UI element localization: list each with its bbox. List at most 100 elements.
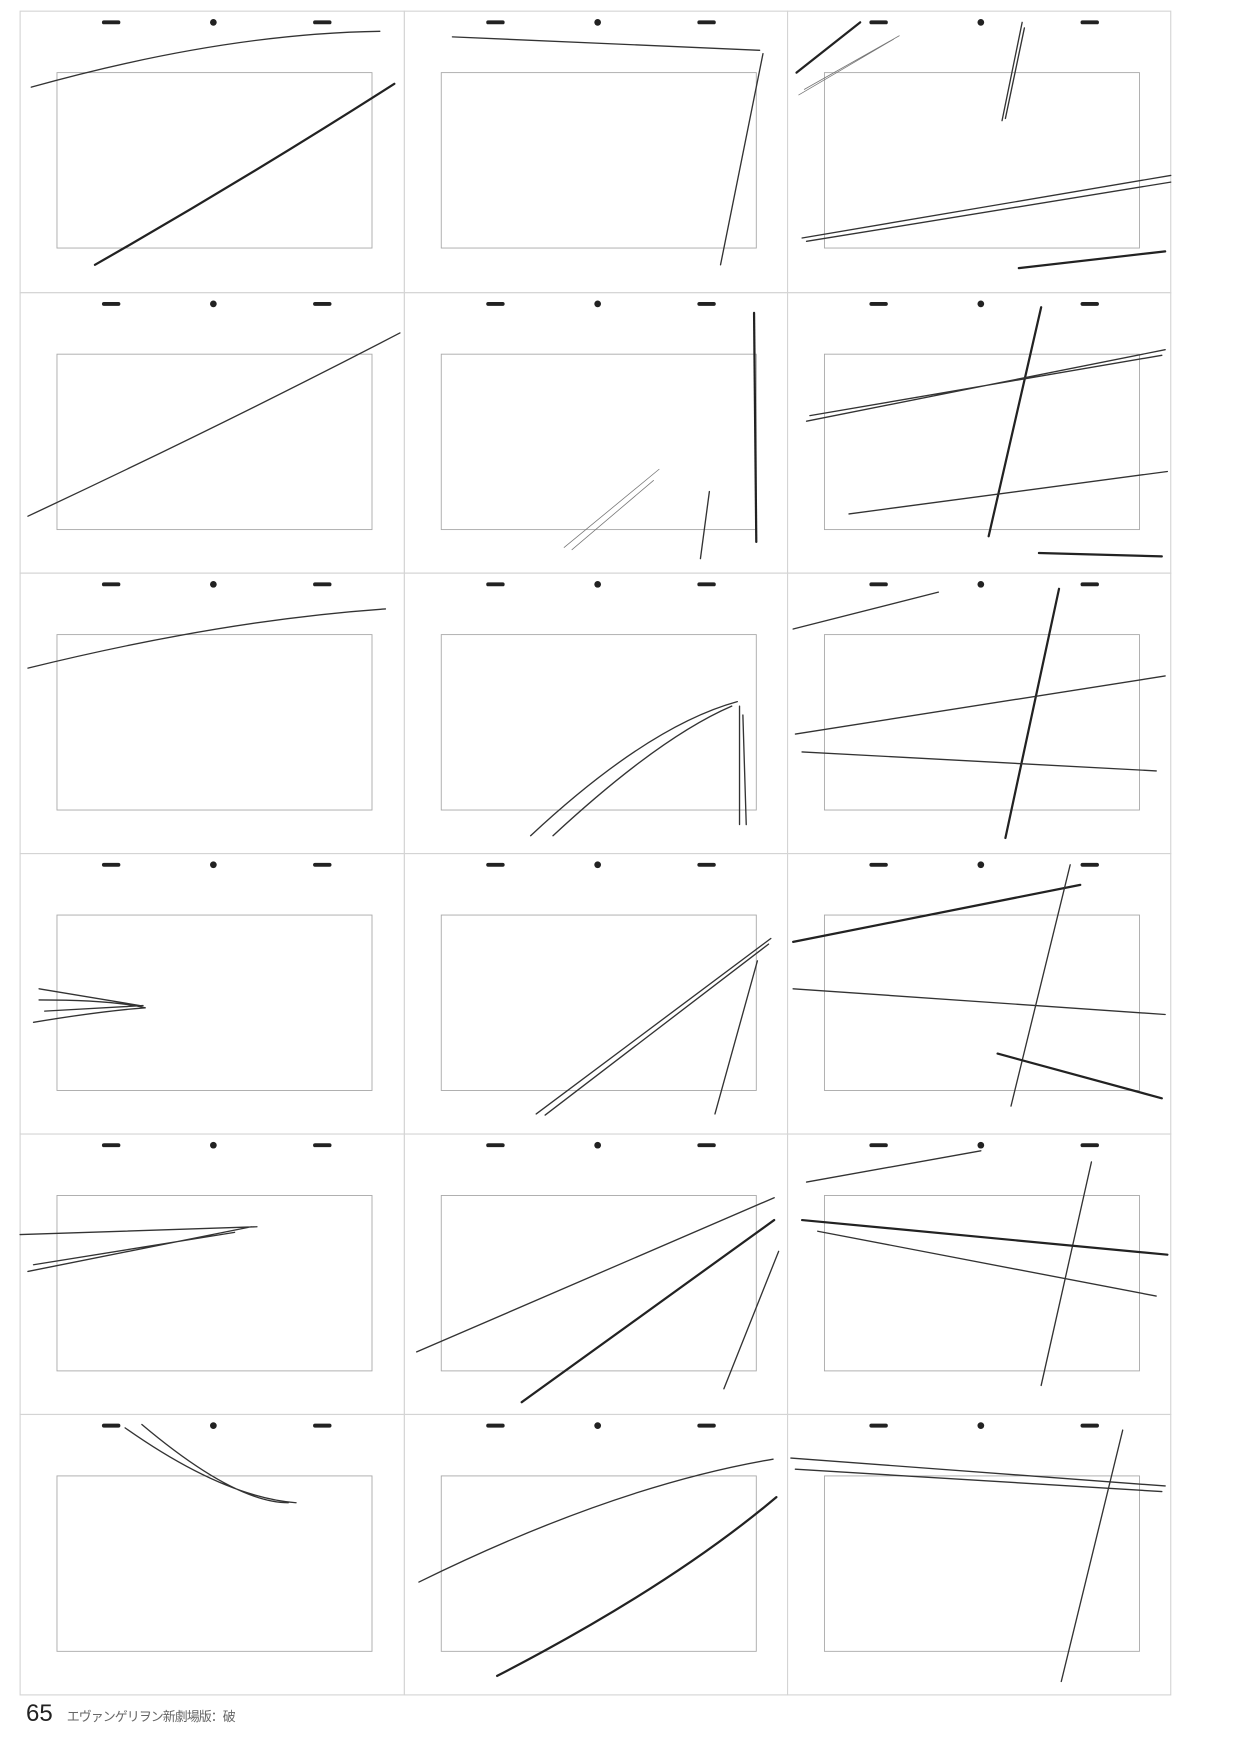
sketch-line (1040, 1161, 1093, 1387)
layout-sheet (787, 1133, 1172, 1416)
sheet-border (403, 1413, 789, 1696)
layout-sheet (787, 853, 1172, 1135)
camera-frame (440, 1475, 757, 1652)
sketch-line (987, 306, 1043, 538)
sheet-border (19, 10, 405, 294)
layout-sheet (787, 292, 1172, 574)
sheet-border (787, 853, 1172, 1135)
sheet-border (403, 572, 789, 855)
peg-hole-center (210, 300, 217, 308)
sketch-line (27, 608, 387, 669)
page-number: 65 (26, 1700, 53, 1727)
sketch-line (794, 675, 1166, 735)
sketch-line (792, 988, 1166, 1016)
sketch-line (535, 937, 772, 1116)
sheet-border (787, 1133, 1172, 1416)
peg-hole-center (210, 861, 217, 869)
sketch-lines (19, 21, 1172, 1683)
sketch-line (1010, 864, 1071, 1107)
peg-hole-center (977, 861, 985, 869)
sketch-line (32, 988, 146, 1023)
sketch-line (19, 1226, 258, 1273)
sketch-line (563, 468, 660, 551)
peg-hole-center (594, 861, 602, 869)
sketch-line (1001, 21, 1026, 122)
camera-frame (823, 353, 1140, 531)
layout-sheet (787, 10, 1172, 294)
layout-sheet (787, 1413, 1172, 1696)
sketch-line (800, 1218, 1169, 1256)
sketch-line (801, 174, 1172, 243)
sketch-line (798, 35, 900, 96)
layout-sheet (19, 1133, 405, 1416)
sketch-line (801, 751, 1157, 772)
sketch-line (719, 52, 764, 266)
peg-hole-center (594, 18, 602, 26)
sheet-border (403, 292, 789, 574)
sketch-line (451, 36, 761, 51)
camera-frame (440, 914, 757, 1091)
peg-hole-center (210, 580, 217, 588)
peg-hole-center (210, 1422, 217, 1429)
peg-hole-center (594, 580, 602, 588)
layout-sheet (19, 10, 405, 294)
camera-frame (56, 634, 373, 811)
camera-frame (56, 914, 373, 1091)
sketch-line (738, 705, 747, 826)
sketch-line (699, 490, 711, 560)
sketch-line (124, 1423, 297, 1504)
layout-sheet (19, 572, 405, 855)
sketch-line (1004, 587, 1061, 840)
sketch-line (520, 1218, 776, 1404)
peg-hole-center (594, 1141, 602, 1149)
page-footer: 65 エヴァンゲリヲン新劇場版：破 (26, 1700, 236, 1728)
sketch-line (752, 311, 758, 543)
camera-frame (823, 1475, 1140, 1652)
peg-hole-center (977, 1422, 985, 1429)
camera-frame (823, 72, 1140, 249)
sketch-line (792, 883, 1082, 943)
sketch-line (848, 470, 1169, 515)
peg-hole-center (977, 18, 985, 26)
camera-frame (440, 72, 757, 249)
sketch-line (30, 30, 381, 88)
camera-frame (440, 1195, 757, 1372)
sheet-border (19, 853, 405, 1135)
sheet-border (403, 10, 789, 294)
sketch-line (418, 1458, 774, 1583)
sketch-line (805, 349, 1166, 422)
camera-frame (440, 634, 757, 811)
layout-sheet (403, 292, 789, 574)
layout-sheet (19, 1413, 405, 1696)
sheet-border (19, 572, 405, 855)
layout-sheet (403, 1413, 789, 1696)
sketch-line (723, 1250, 780, 1390)
layout-sheet (403, 853, 789, 1135)
sketch-line (714, 960, 759, 1115)
camera-frame (823, 1195, 1140, 1372)
peg-hole-center (977, 580, 985, 588)
sheet-border (19, 1133, 405, 1416)
sheet-border (787, 10, 1172, 294)
layout-sheet (403, 572, 789, 855)
sketch-line (93, 82, 396, 266)
sketch-line (416, 1197, 775, 1353)
peg-hole-center (594, 300, 602, 308)
layout-sheet (403, 10, 789, 294)
sheet-border (19, 292, 405, 574)
sketch-line (792, 591, 940, 630)
sketch-line (790, 1457, 1166, 1493)
layout-sheet (19, 292, 405, 574)
sheet-border (403, 853, 789, 1135)
peg-hole-center (977, 1141, 985, 1149)
camera-frame (56, 1195, 373, 1372)
camera-frame (823, 634, 1140, 811)
layout-sheet (787, 572, 1172, 855)
layout-sheet (19, 853, 405, 1135)
sketch-line (529, 700, 738, 837)
camera-frame (823, 914, 1140, 1091)
sketch-line (795, 21, 862, 74)
camera-frame (56, 353, 373, 531)
sketch-line (817, 1230, 1157, 1297)
